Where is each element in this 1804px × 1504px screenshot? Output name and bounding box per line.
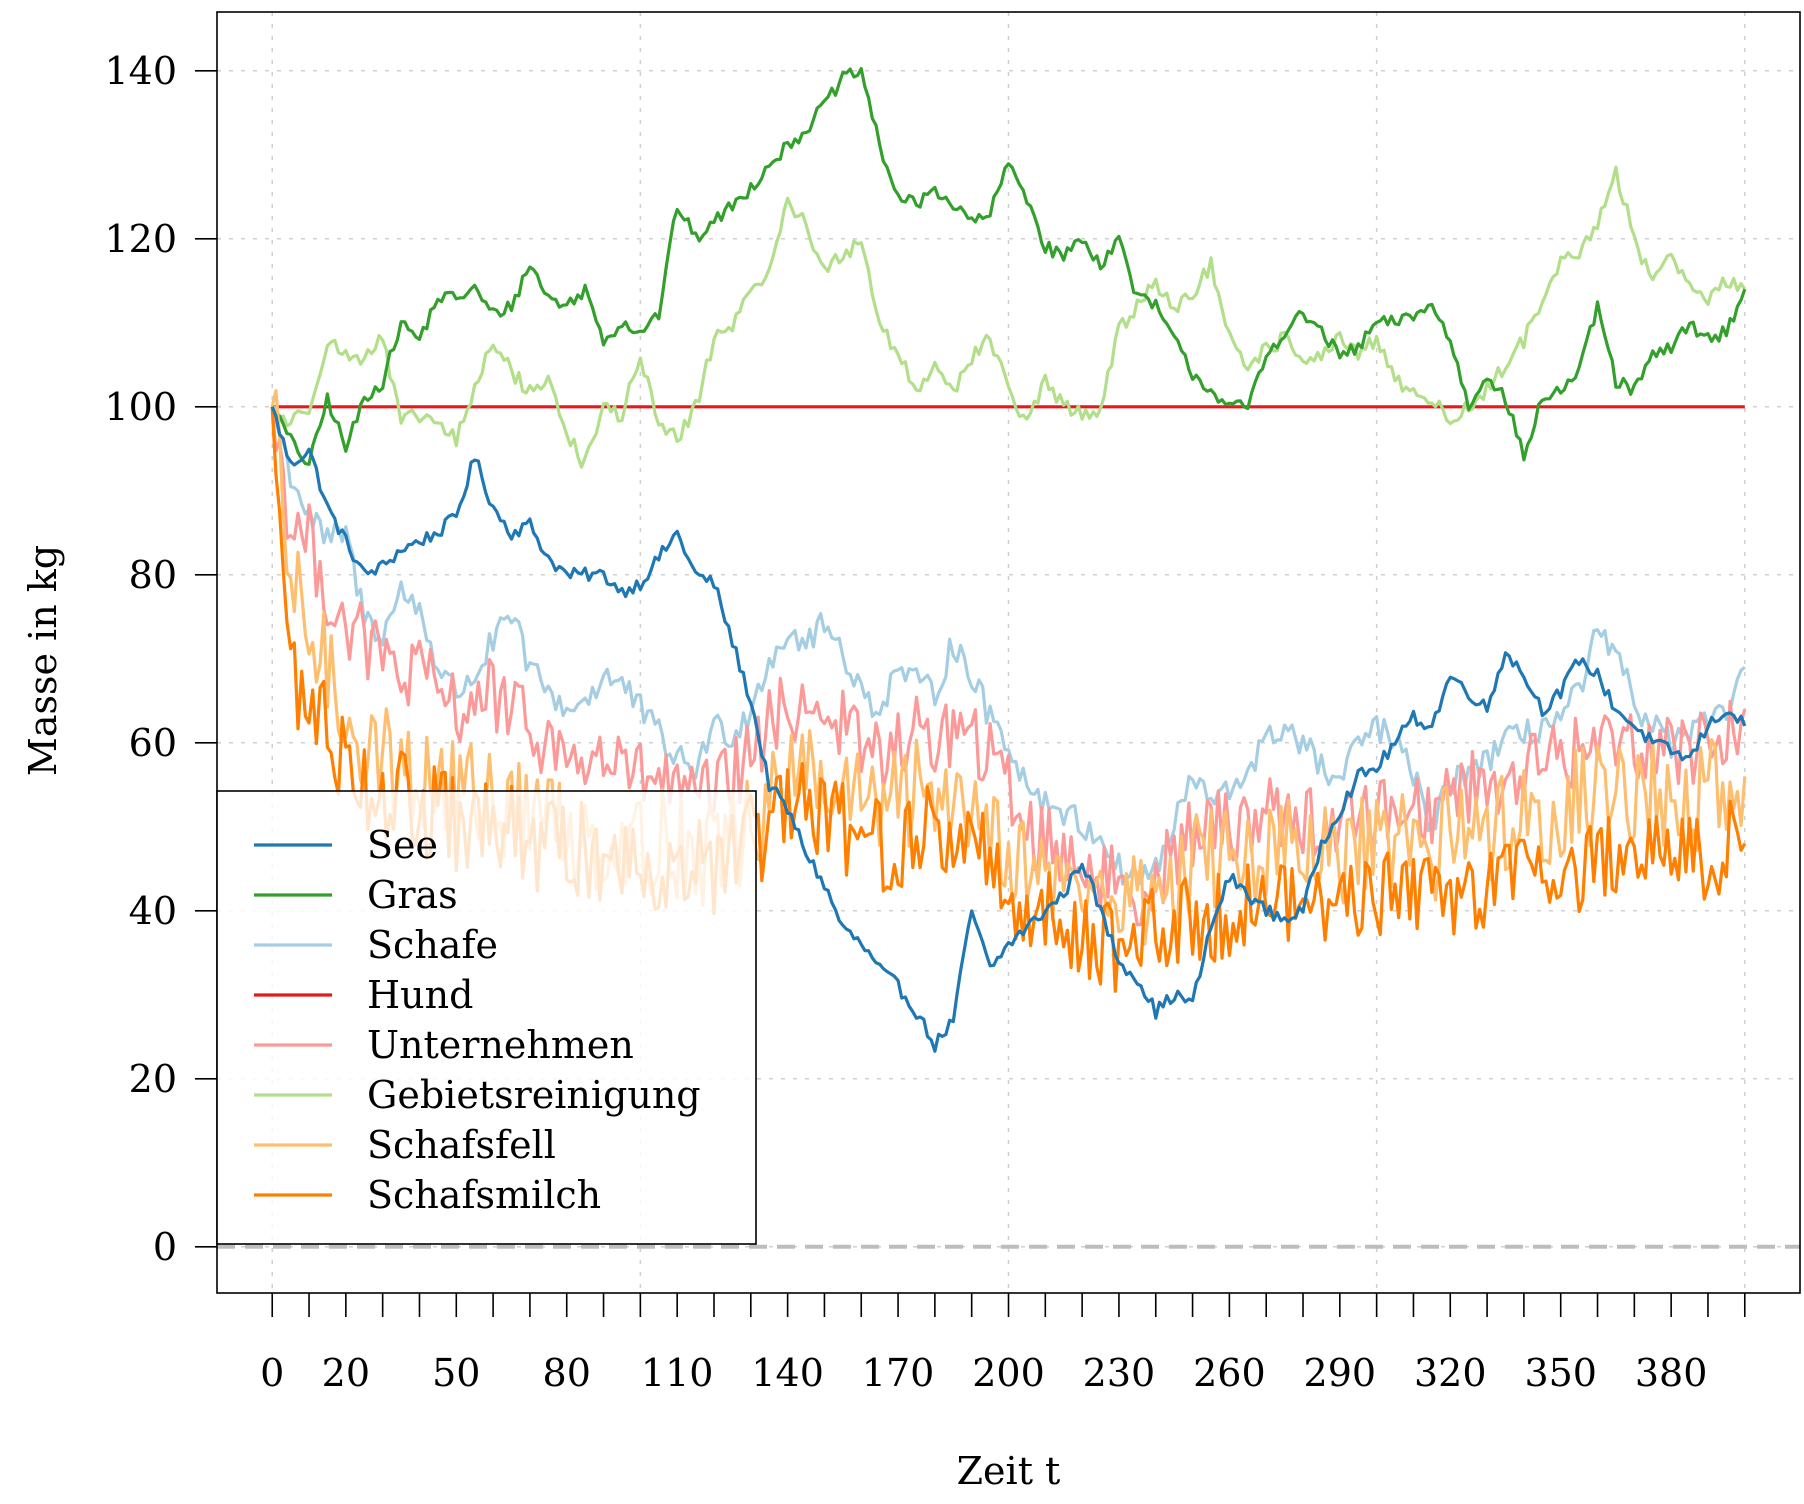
y-tick-label: 60 — [129, 721, 177, 765]
x-tick-label: 20 — [322, 1351, 370, 1395]
x-tick-label: 380 — [1635, 1351, 1708, 1395]
x-tick-label: 290 — [1304, 1351, 1377, 1395]
y-tick-label: 20 — [129, 1057, 177, 1101]
legend-box — [216, 790, 757, 1245]
x-axis-title: Zeit t — [957, 1449, 1061, 1493]
x-tick-label: 230 — [1083, 1351, 1156, 1395]
series-line-gebietsreinigung — [271, 165, 1747, 469]
legend-label-see: See — [367, 823, 438, 867]
y-tick-label: 100 — [104, 385, 177, 429]
legend-label-gebietsreinigung: Gebietsreinigung — [367, 1073, 701, 1117]
legend-label-schafsfell: Schafsfell — [367, 1123, 556, 1167]
legend-label-unternehmen: Unternehmen — [367, 1023, 634, 1067]
legend-label-hund: Hund — [367, 973, 473, 1017]
series-lines — [270, 67, 1747, 1053]
legend-label-schafe: Schafe — [367, 923, 498, 967]
x-tick-label: 320 — [1414, 1351, 1487, 1395]
y-axis-title: Masse in kg — [21, 545, 65, 776]
x-tick-label: 80 — [543, 1351, 591, 1395]
y-tick-label: 120 — [104, 217, 177, 261]
y-tick-label: 80 — [129, 553, 177, 597]
x-tick-label: 110 — [641, 1351, 714, 1395]
x-tick-label: 350 — [1524, 1351, 1597, 1395]
legend-label-gras: Gras — [367, 873, 458, 917]
series-line-unternehmen — [270, 406, 1747, 927]
series-line-schafsfell — [270, 389, 1747, 946]
legend-label-schafsmilch: Schafsmilch — [367, 1173, 601, 1217]
y-tick-label: 0 — [153, 1225, 177, 1269]
x-axis: 0 20 50 80 110 140 170 200 230 260 290 320 350 380 — [260, 1293, 1746, 1395]
x-tick-label: 260 — [1193, 1351, 1266, 1395]
x-tick-label: 170 — [862, 1351, 935, 1395]
series-line-see — [270, 406, 1747, 1053]
x-tick-label: 200 — [972, 1351, 1045, 1395]
y-tick-label: 40 — [129, 889, 177, 933]
x-tick-label: 140 — [751, 1351, 824, 1395]
x-tick-label: 0 — [260, 1351, 284, 1395]
series-line-schafe — [270, 406, 1746, 886]
x-tick-label: 50 — [432, 1351, 480, 1395]
series-line-gras — [270, 67, 1747, 466]
y-tick-label: 140 — [104, 49, 177, 93]
y-axis: 0 20 40 60 80 100 120 140 — [104, 49, 217, 1269]
legend: See Gras Schafe Hund Unternehmen Gebietsreini… — [216, 790, 757, 1245]
